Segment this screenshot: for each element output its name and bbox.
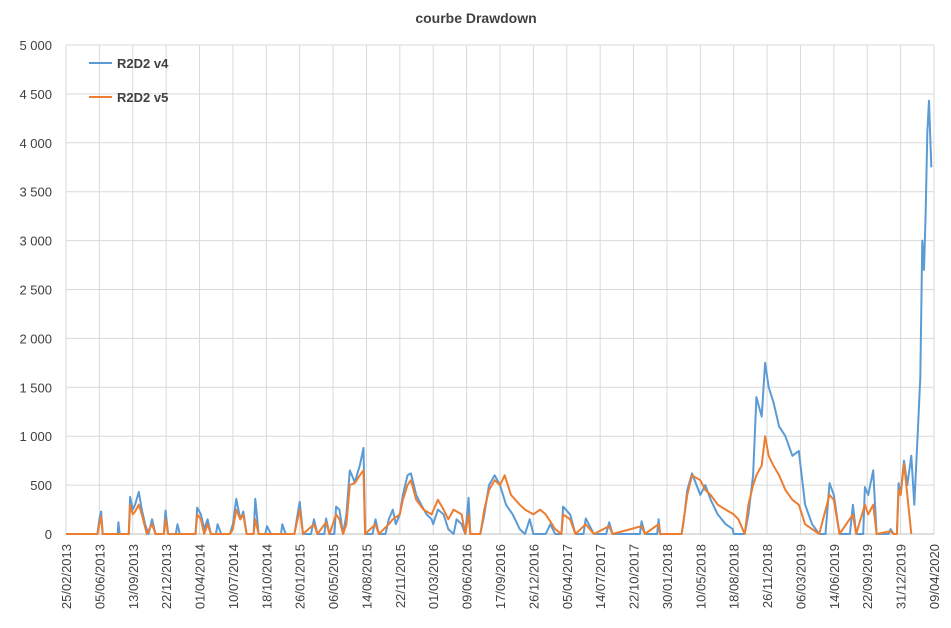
x-tick-label: 09/04/2020 — [927, 544, 942, 609]
y-tick-label: 0 — [45, 527, 52, 542]
x-tick-label: 18/08/2018 — [727, 544, 742, 609]
gridlines — [65, 44, 935, 535]
x-tick-label: 01/04/2014 — [193, 544, 208, 609]
x-tick-label: 05/06/2013 — [92, 544, 107, 609]
x-tick-label: 05/04/2017 — [560, 544, 575, 609]
x-tick-label: 25/02/2013 — [59, 544, 74, 609]
y-tick-label: 5 000 — [19, 38, 52, 53]
y-tick-label: 2 500 — [19, 283, 52, 298]
y-tick-label: 2 000 — [19, 331, 52, 346]
x-tick-label: 10/07/2014 — [226, 544, 241, 609]
y-tick-label: 1 000 — [19, 429, 52, 444]
y-axis-ticks: 0 500 1 000 1 500 2 000 2 500 3 000 3 500 4 000 4… — [19, 38, 52, 542]
y-tick-label: 1 500 — [19, 380, 52, 395]
legend: R2D2 v4 R2D2 v5 — [89, 56, 169, 105]
x-tick-label: 22/11/2015 — [393, 544, 408, 608]
x-tick-label: 14/08/2015 — [359, 544, 374, 609]
x-tick-label: 31/12/2019 — [894, 544, 909, 609]
x-tick-label: 06/05/2015 — [326, 544, 341, 609]
x-tick-label: 22/10/2017 — [627, 544, 642, 609]
legend-label: R2D2 v4 — [117, 56, 169, 71]
series-lines — [66, 99, 933, 535]
x-tick-label: 14/07/2017 — [593, 544, 608, 609]
x-tick-label: 13/09/2013 — [126, 544, 141, 609]
y-tick-label: 3 000 — [19, 234, 52, 249]
x-tick-label: 26/01/2015 — [293, 544, 308, 609]
x-tick-label: 26/12/2016 — [526, 544, 541, 609]
x-tick-label: 30/01/2018 — [660, 544, 675, 609]
x-tick-label: 22/09/2019 — [860, 544, 875, 609]
x-tick-label: 06/03/2019 — [793, 544, 808, 609]
x-tick-label: 14/06/2019 — [827, 544, 842, 609]
y-tick-label: 4 500 — [19, 87, 52, 102]
x-tick-label: 10/05/2018 — [693, 544, 708, 609]
y-tick-label: 500 — [30, 478, 52, 493]
chart-title: courbe Drawdown — [415, 10, 536, 26]
x-tick-label: 09/06/2016 — [460, 544, 475, 609]
y-tick-label: 4 000 — [19, 136, 52, 151]
x-tick-label: 26/11/2018 — [760, 544, 775, 608]
x-tick-label: 18/10/2014 — [259, 544, 274, 609]
x-tick-label: 01/03/2016 — [426, 544, 441, 609]
x-tick-label: 22/12/2013 — [159, 544, 174, 609]
legend-label: R2D2 v5 — [117, 90, 168, 105]
series-line-2 — [66, 435, 913, 535]
series-line-1 — [66, 99, 933, 535]
x-axis-ticks: 25/02/2013 05/06/2013 13/09/2013 22/12/2013… — [59, 544, 942, 609]
y-tick-label: 3 500 — [19, 185, 52, 200]
x-tick-label: 17/09/2016 — [493, 544, 508, 609]
